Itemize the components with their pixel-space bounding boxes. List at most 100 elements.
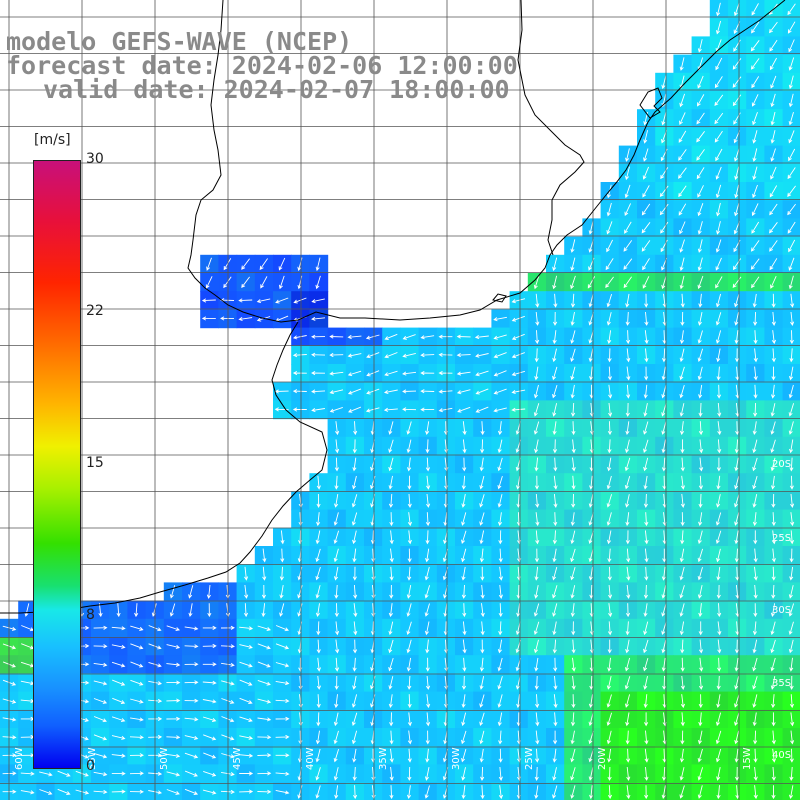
wind-arrow bbox=[184, 717, 199, 722]
wind-arrow bbox=[752, 439, 758, 454]
wind-arrow bbox=[771, 785, 776, 800]
wind-arrow bbox=[493, 334, 507, 340]
wind-arrow bbox=[641, 222, 651, 234]
wind-arrow bbox=[643, 657, 649, 672]
wind-arrow bbox=[533, 621, 540, 635]
wind-arrow bbox=[752, 112, 758, 126]
wind-arrow bbox=[626, 348, 631, 363]
wind-arrow bbox=[315, 730, 320, 745]
wind-arrow bbox=[607, 657, 612, 672]
wind-arrow bbox=[698, 603, 703, 618]
field-cell bbox=[182, 782, 201, 802]
wind-arrow bbox=[753, 566, 758, 581]
wind-arrow bbox=[462, 603, 467, 618]
wind-arrow bbox=[716, 366, 721, 381]
wind-arrow bbox=[680, 439, 685, 454]
wind-arrow bbox=[716, 348, 721, 363]
wind-arrow bbox=[751, 276, 760, 289]
wind-arrow bbox=[366, 370, 380, 377]
wind-arrow bbox=[697, 94, 705, 107]
wind-arrow bbox=[771, 766, 776, 781]
wind-arrow bbox=[111, 644, 126, 649]
wind-arrow bbox=[750, 58, 760, 70]
wind-arrow bbox=[661, 785, 666, 800]
wind-arrow bbox=[533, 603, 540, 617]
wind-arrow bbox=[407, 712, 412, 727]
wind-arrow bbox=[406, 603, 412, 617]
wind-arrow bbox=[752, 475, 758, 490]
wind-arrow bbox=[205, 276, 213, 289]
wind-arrow bbox=[790, 311, 795, 326]
wind-arrow bbox=[461, 748, 467, 763]
wind-arrow bbox=[407, 766, 412, 781]
wind-arrow bbox=[662, 675, 667, 690]
wind-arrow bbox=[111, 789, 126, 794]
wind-arrow bbox=[352, 766, 357, 781]
wind-arrow bbox=[334, 785, 339, 800]
wind-arrow bbox=[642, 166, 650, 180]
wind-arrow bbox=[752, 293, 757, 308]
wind-arrow bbox=[201, 316, 216, 321]
wind-arrow bbox=[389, 766, 394, 781]
wind-arrow bbox=[388, 694, 393, 709]
wind-arrow bbox=[221, 680, 235, 686]
wind-arrow bbox=[552, 348, 557, 363]
wind-arrow bbox=[111, 771, 126, 776]
wind-arrow bbox=[770, 421, 776, 435]
wind-arrow bbox=[239, 789, 254, 794]
wind-arrow bbox=[751, 94, 759, 107]
wind-arrow bbox=[552, 530, 557, 545]
wind-arrow bbox=[239, 679, 253, 686]
wind-arrow bbox=[588, 221, 594, 235]
wind-arrow bbox=[751, 221, 760, 234]
wind-arrow bbox=[753, 730, 758, 745]
wind-arrow bbox=[220, 316, 235, 321]
wind-arrow bbox=[641, 203, 651, 216]
lon-label: 55W bbox=[87, 747, 98, 770]
wind-arrow bbox=[493, 407, 507, 413]
wind-arrow bbox=[221, 734, 235, 741]
wind-arrow bbox=[753, 402, 758, 417]
wind-arrow bbox=[624, 166, 630, 181]
wind-arrow bbox=[715, 257, 722, 271]
wind-arrow bbox=[626, 548, 631, 563]
wind-arrow bbox=[752, 130, 758, 144]
wind-arrow bbox=[384, 352, 398, 359]
wind-arrow bbox=[788, 57, 795, 71]
wind-arrow bbox=[788, 585, 794, 599]
wind-arrow bbox=[315, 566, 321, 581]
coastline-inland bbox=[517, 0, 585, 256]
longitude-labels: 60W 55W 50W 45W 40W 35W 30W 25W 20W 15W bbox=[14, 747, 753, 770]
wind-arrow bbox=[752, 421, 757, 436]
wind-arrow bbox=[389, 548, 394, 563]
field-cell bbox=[163, 782, 183, 802]
wind-arrow bbox=[292, 389, 307, 394]
wind-arrow bbox=[535, 748, 540, 763]
wind-arrow bbox=[407, 730, 413, 745]
wind-arrow bbox=[752, 184, 758, 199]
wind-arrow bbox=[334, 475, 339, 490]
wind-arrow bbox=[480, 603, 485, 618]
wind-arrow bbox=[353, 584, 358, 599]
wind-arrow bbox=[771, 493, 776, 508]
wind-arrow bbox=[661, 566, 666, 581]
wind-arrow bbox=[679, 275, 685, 290]
wind-arrow bbox=[498, 603, 503, 618]
wind-arrow bbox=[771, 584, 776, 599]
wind-arrow bbox=[315, 748, 321, 763]
wind-arrow bbox=[734, 457, 739, 472]
wind-arrow bbox=[752, 621, 757, 636]
wind-arrow bbox=[93, 752, 108, 759]
wind-arrow bbox=[493, 316, 507, 322]
wind-arrow bbox=[696, 112, 705, 125]
wind-arrow bbox=[534, 348, 539, 363]
wind-arrow bbox=[788, 621, 794, 635]
wind-arrow bbox=[221, 771, 235, 777]
wind-arrow bbox=[239, 644, 253, 649]
wind-arrow bbox=[751, 203, 759, 217]
wind-arrow bbox=[166, 644, 181, 649]
map-title: modelo GEFS-WAVE (NCEP) forecast date: 2… bbox=[6, 29, 518, 102]
wind-arrow bbox=[606, 202, 612, 217]
coastline bbox=[187, 0, 786, 323]
wind-arrow bbox=[715, 276, 723, 289]
